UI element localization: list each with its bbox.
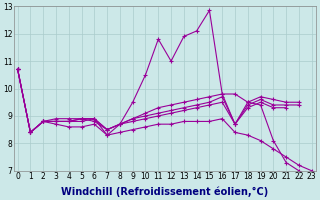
X-axis label: Windchill (Refroidissement éolien,°C): Windchill (Refroidissement éolien,°C) — [61, 187, 268, 197]
